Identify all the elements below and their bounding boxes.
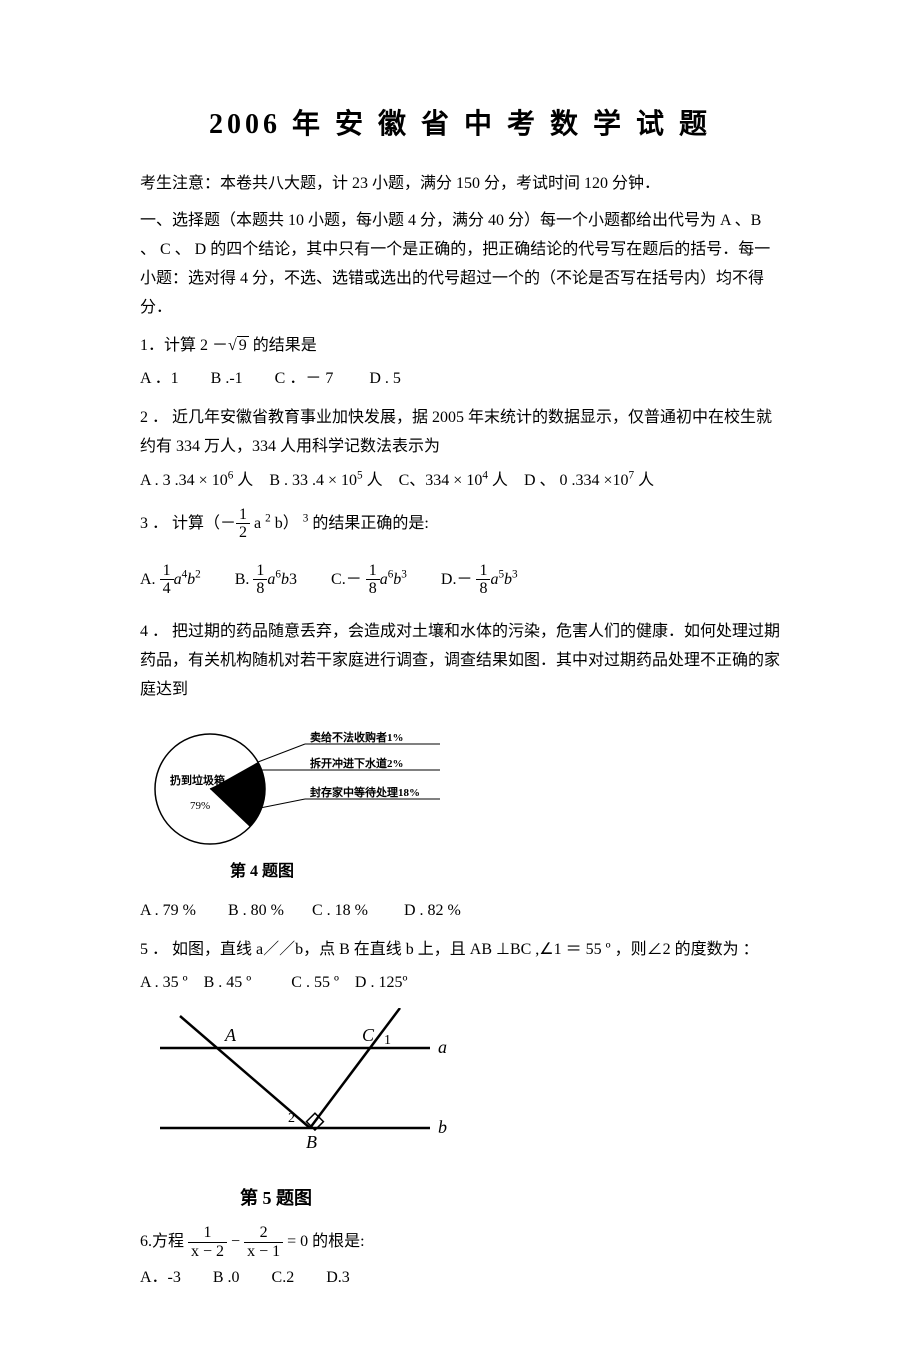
q1-options: A ．1 B .-1 C ．－ 7 D . 5 <box>140 365 780 394</box>
q3-optB: B. 18a6b3 <box>235 562 297 598</box>
label-B: B <box>306 1132 317 1152</box>
fraction: 2x − 1 <box>244 1224 283 1260</box>
q3-optC: C.－ 18a6b3 <box>331 562 407 598</box>
pie-label-top: 卖给不法收购者1% <box>310 730 404 744</box>
q1-prefix: 1．计算 2 － <box>140 337 228 354</box>
q1-suffix: 的结果是 <box>249 337 317 354</box>
q6-options: A．-3 B .0 C.2 D.3 <box>140 1264 780 1293</box>
page-title: 2006 年 安 徽 省 中 考 数 学 试 题 <box>140 100 780 150</box>
q2-optD: D 、 0 .334 ×107 人 <box>524 472 654 489</box>
q2-optB: B . 33 .4 × 105 人 <box>269 472 382 489</box>
q5-options: A . 35 º B . 45 º C . 55 º D . 125º <box>140 969 780 998</box>
pie-label-mid: 拆开冲进下水道2% <box>310 756 404 770</box>
q2-options: A . 3 .34 × 106 人 B . 33 .4 × 105 人 C、33… <box>140 466 780 496</box>
q4-stem: 4 ． 把过期的药品随意丢弃，会造成对土壤和水体的污染，危害人们的健康．如何处理… <box>140 618 780 704</box>
q5-stem: 5 ． 如图，直线 a／／b，点 B 在直线 b 上，且 AB ⊥BC ,∠1 … <box>140 936 780 965</box>
pie-label-left: 扔到垃圾箱 <box>170 773 225 787</box>
q3-options: A. 14a4b2 B. 18a6b3 C.－ 18a6b3 D.－ 18a5b… <box>140 562 780 598</box>
pie-label-bot: 封存家中等待处理18% <box>310 785 420 799</box>
pie-chart-icon: 扔到垃圾箱 79% 卖给不法收购者1% 拆开冲进下水道2% 封存家中等待处理18… <box>140 714 460 854</box>
fraction: 12 <box>236 506 250 542</box>
notice-line1: 考生注意：本卷共八大题，计 23 小题，满分 150 分，考试时间 120 分钟… <box>140 170 780 199</box>
q1-stem: 1．计算 2 －9 的结果是 <box>140 332 780 361</box>
label-A: A <box>224 1025 237 1045</box>
q5-figure: A C 1 a b B 2 第 5 题图 <box>140 1008 780 1214</box>
q2-optA: A . 3 .34 × 106 人 <box>140 472 253 489</box>
q3-stem: 3 ． 计算（－12 a 2 b） 3 的结果正确的是: <box>140 506 780 542</box>
label-ang1: 1 <box>384 1033 391 1048</box>
label-ang2: 2 <box>288 1111 295 1126</box>
fraction: 1x − 2 <box>188 1224 227 1260</box>
q4-caption: 第 4 题图 <box>230 858 780 887</box>
sqrt-icon: 9 <box>228 332 249 361</box>
label-C: C <box>362 1025 375 1045</box>
q3-optD: D.－ 18a5b3 <box>441 562 518 598</box>
q5-caption: 第 5 题图 <box>240 1182 780 1214</box>
q6-stem: 6.方程 1x − 2 − 2x − 1 = 0 的根是: <box>140 1224 780 1260</box>
label-a: a <box>438 1037 447 1057</box>
geometry-diagram-icon: A C 1 a b B 2 <box>140 1008 460 1158</box>
q4-options: A . 79 % B . 80 % C . 18 % D . 82 % <box>140 897 780 926</box>
q4-figure: 扔到垃圾箱 79% 卖给不法收购者1% 拆开冲进下水道2% 封存家中等待处理18… <box>140 714 780 887</box>
label-b: b <box>438 1117 447 1137</box>
q2-optC: C、334 × 104 人 <box>399 472 508 489</box>
q2-stem: 2 ． 近几年安徽省教育事业加快发展，据 2005 年末统计的数据显示，仅普通初… <box>140 404 780 462</box>
q3-optA: A. 14a4b2 <box>140 562 201 598</box>
section-1-intro: 一、选择题（本题共 10 小题，每小题 4 分，满分 40 分）每一个小题都给出… <box>140 207 780 322</box>
pie-pct-left: 79% <box>190 800 210 812</box>
